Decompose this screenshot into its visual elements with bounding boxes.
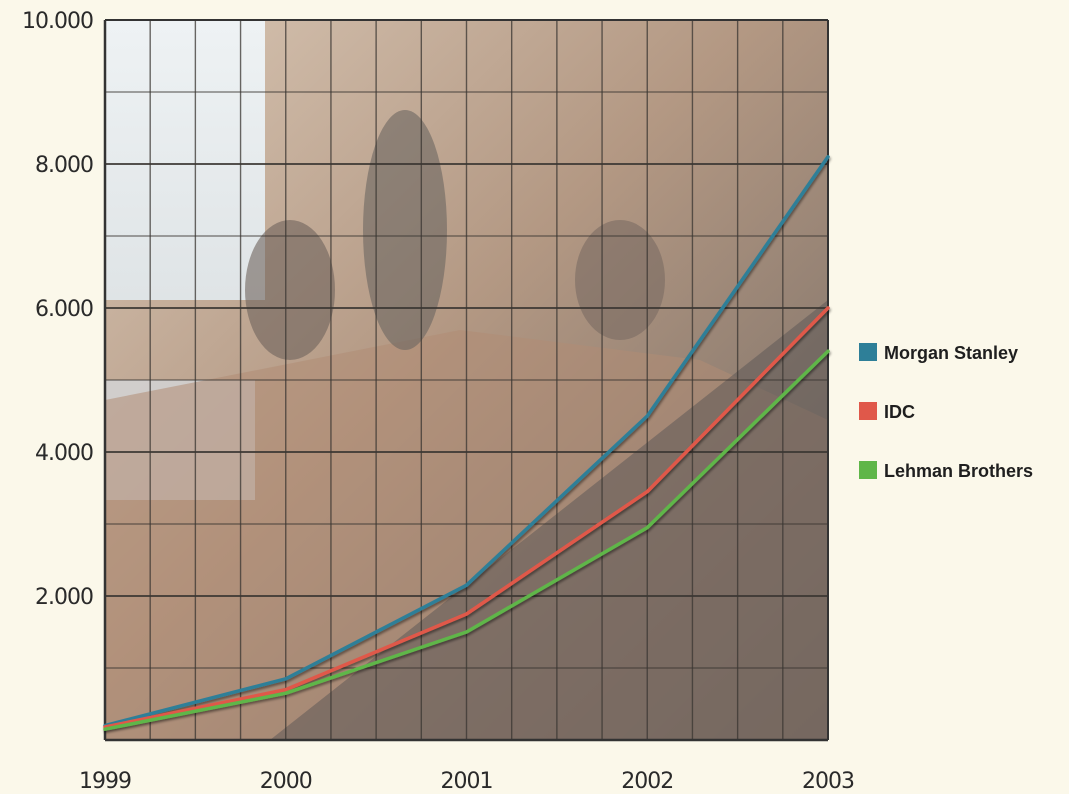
legend-label: Morgan Stanley xyxy=(884,343,1018,363)
series-line-0 xyxy=(103,155,830,728)
x-axis-tick-labels: 1999 2000 2001 2002 2003 xyxy=(79,769,855,794)
series-lines xyxy=(103,155,830,731)
x-tick-label: 2003 xyxy=(802,769,854,794)
x-tick-label: 1999 xyxy=(79,769,131,794)
x-tick-label: 2001 xyxy=(441,769,493,794)
series-line-2 xyxy=(103,349,830,731)
y-axis-tick-labels: 10.000 8.000 6.000 4.000 2.000 xyxy=(22,9,94,610)
legend-swatch xyxy=(859,461,877,479)
legend: Morgan Stanley IDC Lehman Brothers xyxy=(859,343,1033,481)
y-tick-label: 10.000 xyxy=(22,9,93,34)
legend-swatch xyxy=(859,343,877,361)
y-tick-label: 8.000 xyxy=(35,153,93,178)
series-line-1 xyxy=(103,306,830,729)
y-tick-label: 6.000 xyxy=(35,297,93,322)
axes xyxy=(103,19,829,742)
y-tick-label: 4.000 xyxy=(35,441,93,466)
legend-label: IDC xyxy=(884,402,915,422)
x-tick-label: 2000 xyxy=(260,769,312,794)
legend-swatch xyxy=(859,402,877,420)
legend-label: Lehman Brothers xyxy=(884,461,1033,481)
y-tick-label: 2.000 xyxy=(35,585,93,610)
x-tick-label: 2002 xyxy=(621,769,673,794)
